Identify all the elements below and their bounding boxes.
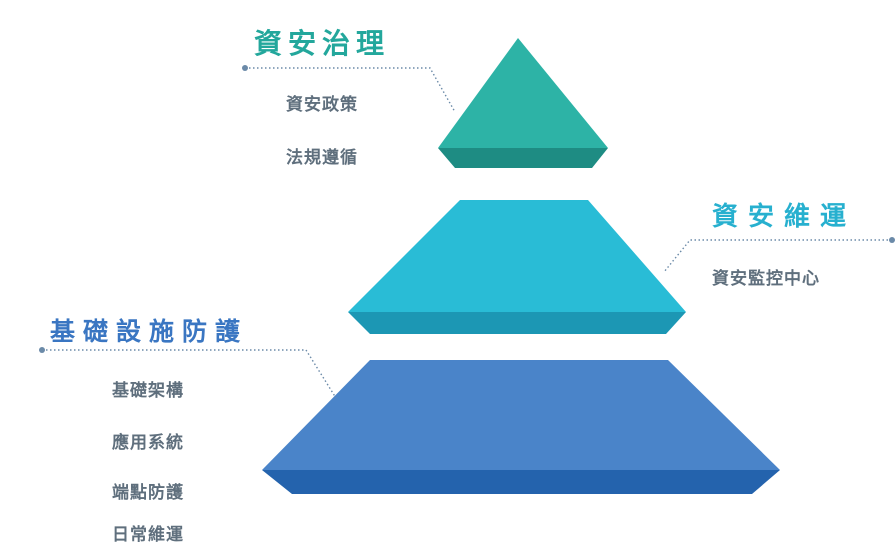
infrastructure-item-applications: 應用系統 xyxy=(112,433,184,453)
governance-item-compliance: 法規遵循 xyxy=(286,148,358,168)
maintenance-tier-top xyxy=(348,200,686,312)
infrastructure-tier-top xyxy=(262,360,780,470)
governance-leader-line xyxy=(242,65,456,113)
governance-tier-top xyxy=(438,38,608,148)
maintenance-tier-side xyxy=(348,312,686,334)
infrastructure-heading: 基礎設施防護 xyxy=(50,317,249,346)
maintenance-item-soc: 資安監控中心 xyxy=(712,269,820,289)
infrastructure-item-endpoint: 端點防護 xyxy=(112,483,184,503)
governance-heading: 資安治理 xyxy=(254,27,391,60)
governance-tier-side xyxy=(438,148,608,168)
governance-item-policy: 資安政策 xyxy=(286,95,358,115)
infrastructure-tier-side xyxy=(262,470,780,494)
infrastructure-item-architecture: 基礎架構 xyxy=(112,381,184,401)
maintenance-heading: 資安維運 xyxy=(712,202,857,232)
maintenance-leader-line xyxy=(663,237,895,273)
infrastructure-item-daily-ops: 日常維運 xyxy=(112,525,184,545)
infrastructure-leader-line xyxy=(39,347,337,399)
